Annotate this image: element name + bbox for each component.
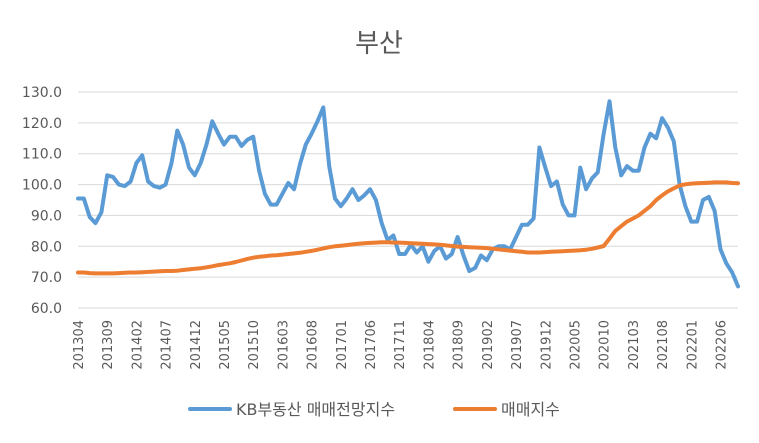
x-tick-label: 201912 xyxy=(539,320,554,370)
x-tick-label: 201706 xyxy=(364,320,379,370)
x-tick-label: 201407 xyxy=(160,320,175,370)
y-tick-label: 90.0 xyxy=(31,208,62,224)
y-tick-label: 130.0 xyxy=(22,85,62,101)
x-tick-label: 201711 xyxy=(393,320,408,370)
x-tick-label: 201809 xyxy=(452,320,467,370)
x-tick-label: 202005 xyxy=(568,320,583,370)
legend-label: 매매지수 xyxy=(501,400,560,419)
x-tick-label: 201304 xyxy=(72,320,87,370)
x-tick-label: 201804 xyxy=(422,320,437,370)
x-tick-label: 201603 xyxy=(276,320,291,370)
series-line-sales-index xyxy=(76,180,740,276)
x-tick-label: 202103 xyxy=(627,320,642,370)
y-tick-label: 100.0 xyxy=(22,178,62,194)
x-tick-label: 202201 xyxy=(685,320,700,370)
x-tick-label: 202206 xyxy=(714,320,729,370)
series-line-kb-outlook xyxy=(76,99,740,289)
x-tick-label: 201402 xyxy=(130,320,145,370)
series-lines xyxy=(76,99,740,289)
x-tick-label: 201902 xyxy=(481,320,496,370)
y-tick-label: 120.0 xyxy=(22,116,62,132)
gridlines xyxy=(78,91,738,309)
y-tick-label: 110.0 xyxy=(22,147,62,163)
legend-label: KB부동산 매매전망지수 xyxy=(236,400,395,419)
y-axis-tick-labels: 60.0 70.0 80.0 90.0 100.0 110.0 120.0 130.0 xyxy=(22,85,62,317)
y-tick-label: 60.0 xyxy=(31,301,62,317)
legend: KB부동산 매매전망지수 매매지수 xyxy=(188,400,560,419)
x-tick-label: 201510 xyxy=(247,320,262,370)
chart-title: 부산 xyxy=(355,29,403,59)
x-tick-label: 201907 xyxy=(510,320,525,370)
y-tick-label: 70.0 xyxy=(31,270,62,286)
x-tick-label: 201505 xyxy=(218,320,233,370)
x-tick-label: 201608 xyxy=(306,320,321,370)
x-axis-tick-labels: 201304 201309 201402 201407 201412 201505 2015… xyxy=(72,320,729,370)
x-tick-label: 202108 xyxy=(656,320,671,370)
x-tick-label: 202010 xyxy=(598,320,613,370)
y-tick-label: 80.0 xyxy=(31,239,62,255)
x-tick-label: 201309 xyxy=(101,320,116,370)
x-tick-label: 201701 xyxy=(335,320,350,370)
x-tick-label: 201412 xyxy=(189,320,204,370)
